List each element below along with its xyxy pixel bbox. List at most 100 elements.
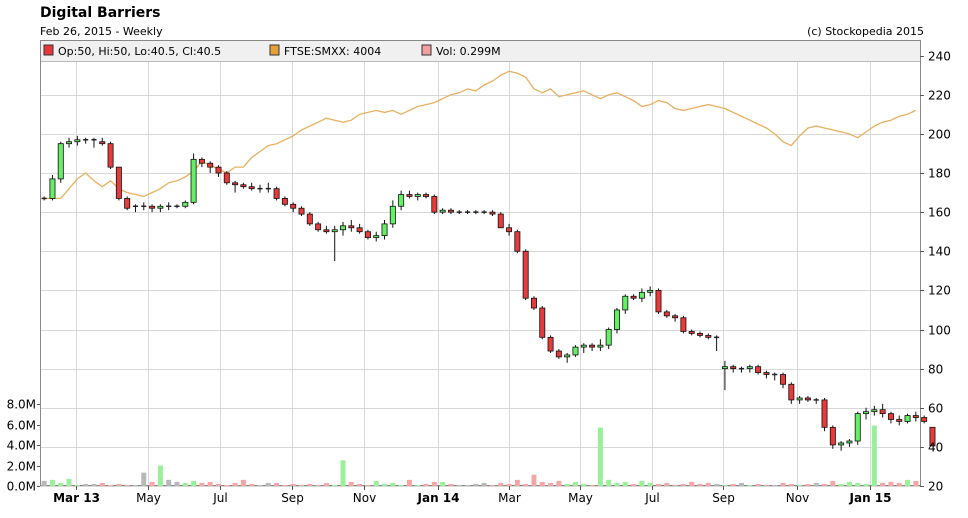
x-tick-label: Mar (498, 491, 521, 505)
candle-body (248, 186, 255, 190)
candle-body (373, 235, 380, 238)
volume-bar (855, 482, 861, 486)
volume-bar (498, 482, 504, 486)
volume-bar (290, 483, 296, 486)
volume-bar (705, 482, 711, 486)
candle-body (796, 397, 803, 401)
candle-body (398, 194, 405, 207)
y-tick-label: 20 (928, 480, 943, 494)
candle-body (746, 366, 753, 370)
x-tick-label: Sep (712, 491, 735, 505)
candle-body (672, 315, 679, 319)
candle-body (555, 350, 562, 358)
candle-body (124, 198, 131, 209)
y-tick-label: 120 (928, 284, 951, 298)
candle-body (149, 205, 156, 209)
candle-body (315, 223, 322, 231)
candle-body (157, 205, 164, 209)
volume-bar (216, 483, 221, 486)
volume-bars (41, 425, 919, 486)
candle-body (730, 366, 737, 370)
y-tick-label: 240 (928, 50, 951, 64)
volume-bar (49, 479, 55, 486)
y-tick-label: 140 (928, 245, 951, 259)
candle-body (821, 399, 828, 428)
volume-bar (772, 484, 778, 486)
volume-bar (299, 484, 304, 486)
legend-bar: Op:50, Hi:50, Lo:40.5, Cl:40.5 FTSE:SMXX… (41, 41, 920, 62)
candle-body (489, 211, 496, 215)
y-tick-label: 160 (928, 206, 951, 220)
candle-body (74, 139, 81, 143)
volume-bar (871, 425, 877, 486)
x-tick-label: May (568, 491, 593, 505)
volume-bar (506, 483, 512, 486)
y-tick-label: 100 (928, 324, 951, 338)
candle-body (614, 309, 620, 330)
y-tick-label: 60 (928, 402, 943, 416)
candle-body (49, 178, 56, 199)
volume-bar (357, 483, 363, 486)
candle-body (597, 344, 604, 348)
candle-body (638, 291, 645, 299)
volume-bar (41, 480, 47, 486)
volume-bar (531, 474, 537, 486)
volume-bar (597, 427, 603, 486)
grid-lines (40, 56, 920, 487)
candle-body (223, 172, 230, 184)
candle-body (863, 411, 870, 415)
candle-body (697, 333, 703, 336)
candle-body (904, 415, 911, 422)
candle-body (439, 209, 446, 213)
volume-bar (514, 479, 520, 486)
volume-bar (697, 483, 703, 486)
candle-body (663, 311, 670, 317)
candle-body (306, 213, 313, 225)
volume-bar (739, 482, 744, 486)
volume-bar (74, 484, 80, 486)
volume-bar (99, 482, 105, 486)
candle-body (630, 295, 637, 299)
volume-bar (880, 482, 886, 486)
volume-bar (805, 483, 811, 486)
legend-label-index: FTSE:SMXX: 4004 (284, 45, 381, 58)
volume-bar (265, 482, 271, 486)
volume-bar (788, 483, 794, 486)
candle-body (763, 372, 770, 375)
x-tick-label: Jul (644, 491, 659, 505)
volume-bar (398, 484, 404, 486)
x-tick-label: Nov (353, 491, 376, 505)
volume-bar (755, 483, 761, 486)
candle-body (705, 334, 712, 338)
volume-bar (116, 483, 122, 486)
volume-tick-label: 8.0M (7, 398, 36, 412)
candle-body (804, 397, 811, 401)
candle-body (497, 213, 504, 229)
volume-tick-label: 6.0M (7, 419, 36, 433)
volume-bar (415, 484, 421, 486)
volume-bar (332, 484, 338, 486)
candle-body (281, 198, 288, 205)
volume-bar (581, 483, 587, 486)
axes: 240 220 200 180 160 140 120 100 80 60 40 20 8.0M 6.0M… (7, 50, 951, 506)
candle-body (912, 415, 919, 418)
volume-bar (614, 482, 620, 486)
volume-bar (448, 483, 454, 486)
volume-bar (406, 479, 412, 486)
volume-tick-label: 2.0M (7, 460, 36, 474)
x-tick-label: May (136, 491, 161, 505)
volume-bar (132, 484, 138, 486)
candle-body (356, 227, 363, 233)
candle-body (655, 289, 662, 313)
volume-bar (822, 483, 828, 486)
candle-body (514, 231, 521, 252)
volume-bar (905, 479, 911, 486)
volume-bar (846, 481, 852, 486)
volume-bar (664, 482, 670, 486)
candle-body (580, 344, 587, 348)
candle-body (340, 225, 346, 231)
volume-bar (730, 483, 736, 486)
volume-bar (232, 482, 238, 486)
candle-body (547, 336, 554, 352)
volume-bar (182, 482, 188, 486)
